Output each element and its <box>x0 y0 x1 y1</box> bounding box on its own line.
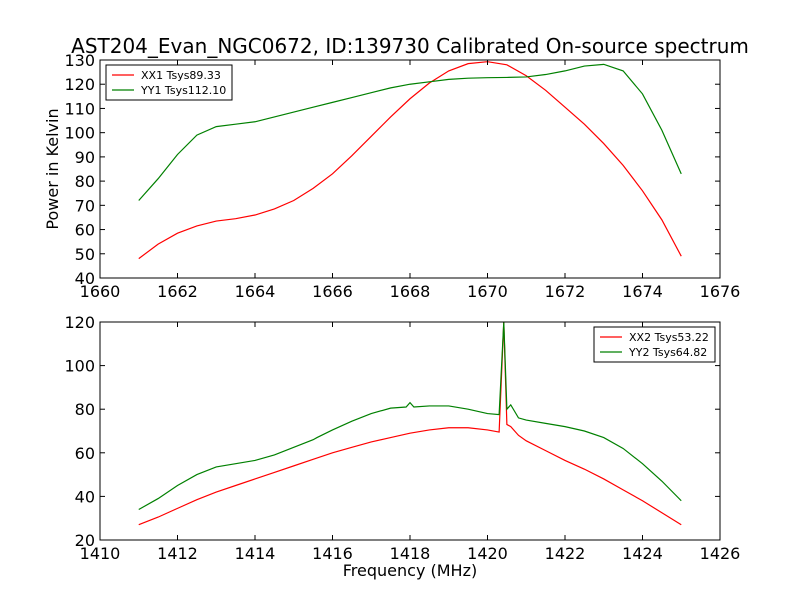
x-tick-label: 1668 <box>390 282 431 301</box>
series-line-xx1 <box>138 61 682 260</box>
x-tick-label: 1660 <box>80 282 121 301</box>
top-spectrum-panel: 1660 1662 1664 1666 1668 1670 1672 1674 1676 40 50… <box>64 51 740 301</box>
y-tick-label: 110 <box>64 99 95 118</box>
y-tick-label: 40 <box>75 487 95 506</box>
y-tick-label: 60 <box>75 444 95 463</box>
legend-label: YY1 Tsys112.10 <box>140 84 226 97</box>
x-tick-label: 1670 <box>467 282 508 301</box>
y-tick-label: 40 <box>75 269 95 288</box>
y-axis-label: Power in Kelvin <box>43 108 62 229</box>
x-tick-label: 1666 <box>312 282 353 301</box>
x-tick-label: 1418 <box>390 544 431 563</box>
x-tick-label: 1420 <box>467 544 508 563</box>
x-tick-label: 1664 <box>235 282 276 301</box>
x-tick-label: 1422 <box>545 544 586 563</box>
x-tick-label: 1662 <box>157 282 198 301</box>
x-tick-label: 1674 <box>622 282 663 301</box>
legend: XX2 Tsys53.22 YY2 Tsys64.82 <box>593 326 716 363</box>
x-tick-label: 1426 <box>700 544 741 563</box>
x-tick-label: 1414 <box>235 544 276 563</box>
y-tick-label: 80 <box>75 400 95 419</box>
x-tick-label: 1424 <box>622 544 663 563</box>
x-tick-label: 1676 <box>700 282 741 301</box>
legend-box <box>105 64 233 101</box>
y-tick-label: 60 <box>75 221 95 240</box>
y-tick-label: 130 <box>64 51 95 70</box>
y-tick-label: 120 <box>64 75 95 94</box>
x-tick-label: 1412 <box>157 544 198 563</box>
x-tick-label: 1410 <box>80 544 121 563</box>
legend-label: YY2 Tsys64.82 <box>628 346 707 359</box>
legend-box <box>593 326 716 363</box>
legend-label: XX2 Tsys53.22 <box>629 331 709 344</box>
x-tick-label: 1416 <box>312 544 353 563</box>
y-tick-label: 70 <box>75 196 95 215</box>
series-line-xx2 <box>138 322 682 526</box>
y-tick-label: 100 <box>64 357 95 376</box>
y-tick-label: 120 <box>64 313 95 332</box>
figure-title: AST204_Evan_NGC0672, ID:139730 Calibrate… <box>71 34 749 58</box>
y-tick-label: 90 <box>75 148 95 167</box>
series-line-yy1 <box>138 63 682 201</box>
legend-label: XX1 Tsys89.33 <box>141 69 221 82</box>
y-tick-label: 20 <box>75 531 95 550</box>
legend: XX1 Tsys89.33 YY1 Tsys112.10 <box>105 64 233 101</box>
y-tick-label: 80 <box>75 172 95 191</box>
x-tick-label: 1672 <box>545 282 586 301</box>
series-line-yy2 <box>138 322 682 511</box>
y-tick-label: 50 <box>75 245 95 264</box>
y-tick-label: 100 <box>64 124 95 143</box>
bottom-spectrum-panel: 1410 1412 1414 1416 1418 1420 1422 1424 1426 20 40… <box>64 313 740 563</box>
x-axis-label: Frequency (MHz) <box>343 561 477 580</box>
